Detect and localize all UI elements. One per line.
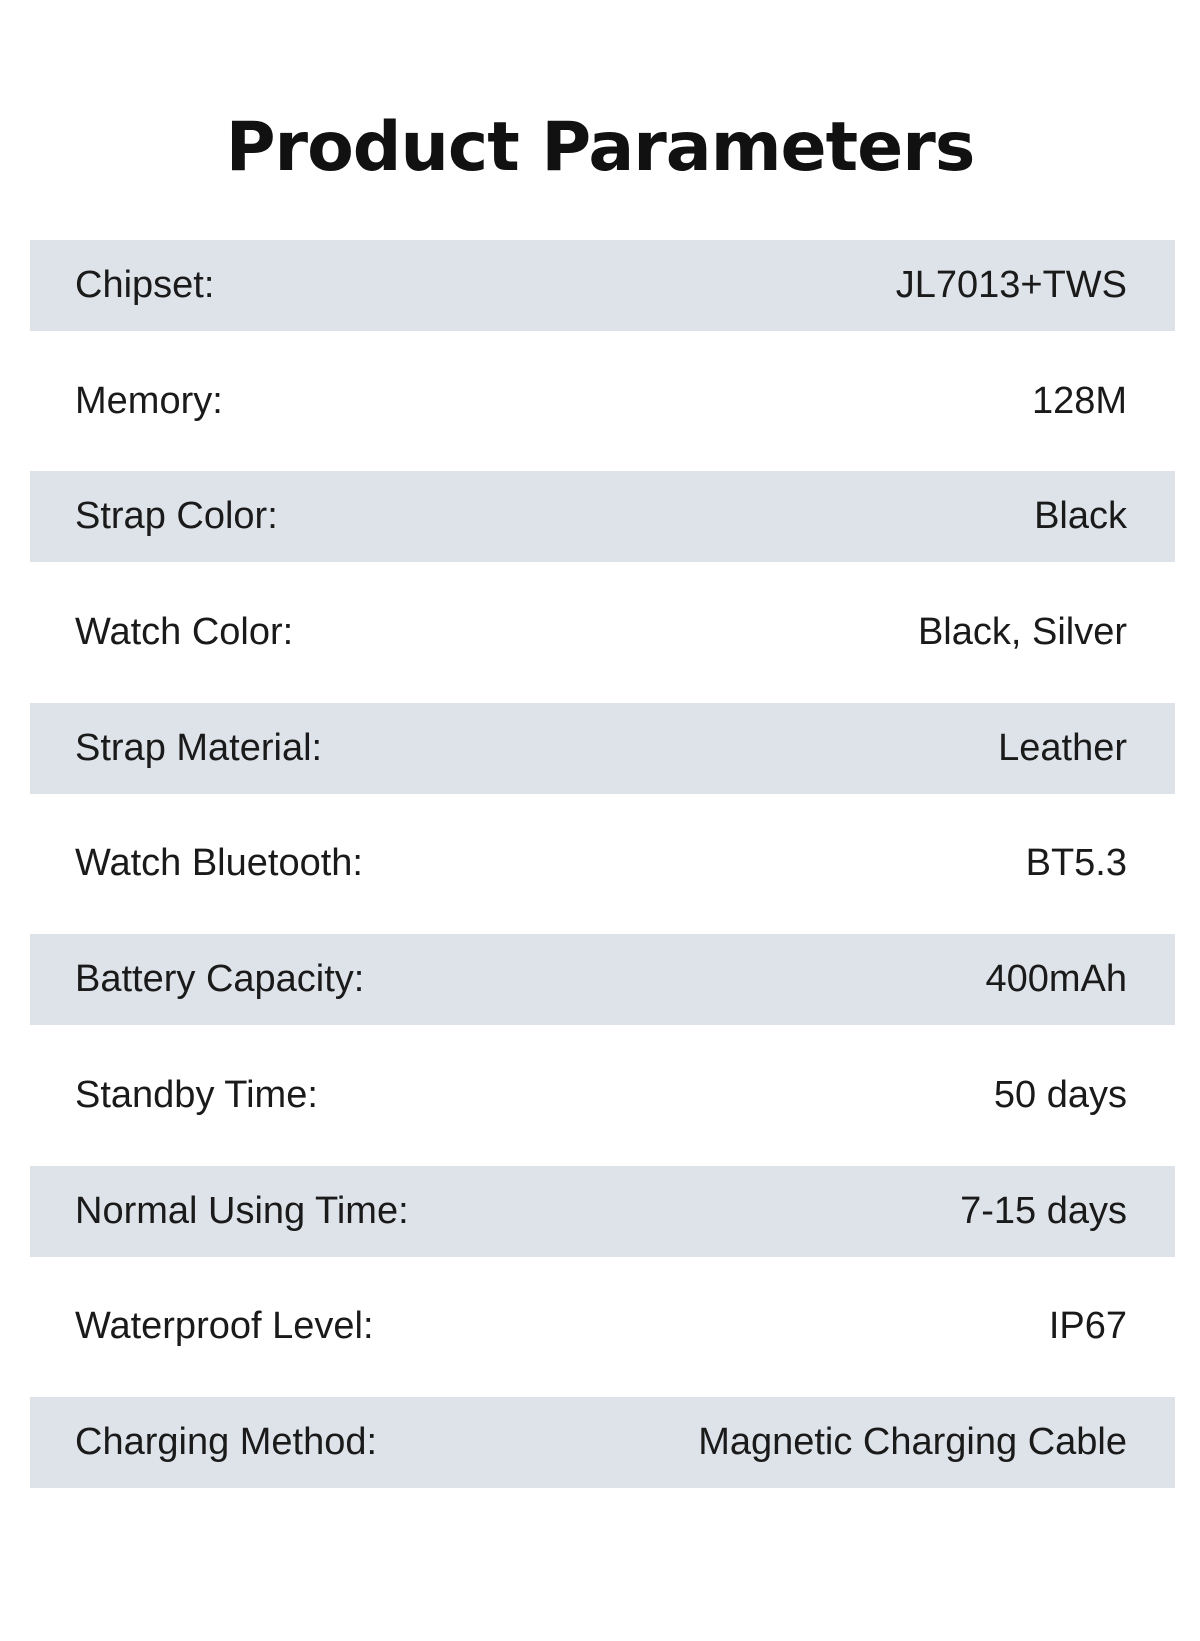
parameter-label: Charging Method: — [75, 1420, 378, 1463]
parameter-row: Charging Method: Magnetic Charging Cable — [30, 1396, 1175, 1513]
parameter-row: Chipset: JL7013+TWS — [30, 240, 1175, 356]
parameter-label: Normal Using Time: — [75, 1189, 409, 1232]
parameter-row-band: Chipset: JL7013+TWS — [30, 240, 1175, 331]
parameter-label: Chipset: — [75, 264, 215, 306]
parameter-row-band: Waterproof Level: IP67 — [30, 1281, 1175, 1372]
parameter-label: Strap Color: — [75, 495, 278, 538]
parameter-row-band: Charging Method: Magnetic Charging Cable — [30, 1396, 1175, 1488]
parameter-label: Battery Capacity: — [75, 958, 365, 1001]
parameter-row-band: Watch Bluetooth: BT5.3 — [30, 818, 1175, 909]
parameter-row-band: Memory: 128M — [30, 356, 1175, 447]
parameter-value: 400mAh — [985, 958, 1127, 1001]
parameter-label: Watch Bluetooth: — [75, 842, 363, 885]
parameter-value: BT5.3 — [1025, 842, 1127, 885]
parameter-row-band: Watch Color: Black, Silver — [30, 587, 1175, 678]
parameter-value: IP67 — [1048, 1305, 1127, 1348]
parameter-value: Magnetic Charging Cable — [698, 1420, 1127, 1463]
parameter-row: Waterproof Level: IP67 — [30, 1281, 1175, 1397]
parameter-row: Strap Color: Black — [30, 471, 1175, 587]
parameter-row-band: Strap Color: Black — [30, 471, 1175, 563]
parameter-value: 7-15 days — [960, 1189, 1127, 1232]
parameter-label: Memory: — [75, 379, 223, 422]
parameter-row: Standby Time: 50 days — [30, 1050, 1175, 1166]
parameter-row-band: Normal Using Time: 7-15 days — [30, 1165, 1175, 1257]
parameter-row-band: Battery Capacity: 400mAh — [30, 934, 1175, 1026]
parameter-value: 50 days — [993, 1073, 1127, 1116]
parameter-value: Black, Silver — [917, 611, 1127, 654]
parameter-value: JL7013+TWS — [895, 264, 1127, 306]
parameters-table: Chipset: JL7013+TWS Memory: 128M Strap C… — [30, 240, 1175, 1513]
parameter-value: Leather — [998, 726, 1127, 769]
parameter-row: Strap Material: Leather — [30, 702, 1175, 819]
parameter-row-band: Strap Material: Leather — [30, 702, 1175, 794]
parameter-row: Battery Capacity: 400mAh — [30, 934, 1175, 1050]
page-title: Product Parameters — [225, 108, 976, 187]
parameter-value: 128M — [1031, 379, 1127, 422]
parameter-row: Watch Bluetooth: BT5.3 — [30, 818, 1175, 934]
parameter-row-band: Standby Time: 50 days — [30, 1050, 1175, 1141]
parameter-row: Memory: 128M — [30, 356, 1175, 472]
parameter-row: Watch Color: Black, Silver — [30, 587, 1175, 703]
parameter-label: Strap Material: — [75, 726, 323, 769]
parameter-row: Normal Using Time: 7-15 days — [30, 1165, 1175, 1282]
parameter-value: Black — [1034, 495, 1127, 538]
parameter-label: Standby Time: — [75, 1073, 318, 1116]
parameter-label: Watch Color: — [75, 611, 294, 654]
parameter-label: Waterproof Level: — [75, 1305, 374, 1348]
